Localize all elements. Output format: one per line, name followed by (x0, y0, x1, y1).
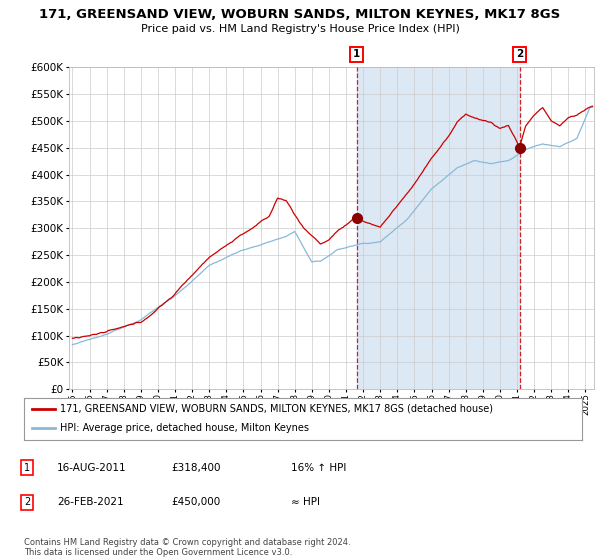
Text: £450,000: £450,000 (171, 497, 220, 507)
Text: 1: 1 (24, 463, 30, 473)
Text: Price paid vs. HM Land Registry's House Price Index (HPI): Price paid vs. HM Land Registry's House … (140, 24, 460, 34)
Text: 16% ↑ HPI: 16% ↑ HPI (291, 463, 346, 473)
Text: 2: 2 (24, 497, 30, 507)
Text: Contains HM Land Registry data © Crown copyright and database right 2024.
This d: Contains HM Land Registry data © Crown c… (24, 538, 350, 557)
Text: 2: 2 (516, 49, 523, 59)
Text: HPI: Average price, detached house, Milton Keynes: HPI: Average price, detached house, Milt… (60, 423, 309, 433)
Text: 26-FEB-2021: 26-FEB-2021 (57, 497, 124, 507)
Text: £318,400: £318,400 (171, 463, 221, 473)
Text: 16-AUG-2011: 16-AUG-2011 (57, 463, 127, 473)
Text: ≈ HPI: ≈ HPI (291, 497, 320, 507)
Text: 171, GREENSAND VIEW, WOBURN SANDS, MILTON KEYNES, MK17 8GS (detached house): 171, GREENSAND VIEW, WOBURN SANDS, MILTO… (60, 404, 493, 414)
Text: 171, GREENSAND VIEW, WOBURN SANDS, MILTON KEYNES, MK17 8GS: 171, GREENSAND VIEW, WOBURN SANDS, MILTO… (40, 8, 560, 21)
Bar (356, 67, 520, 389)
Text: 1: 1 (353, 49, 360, 59)
